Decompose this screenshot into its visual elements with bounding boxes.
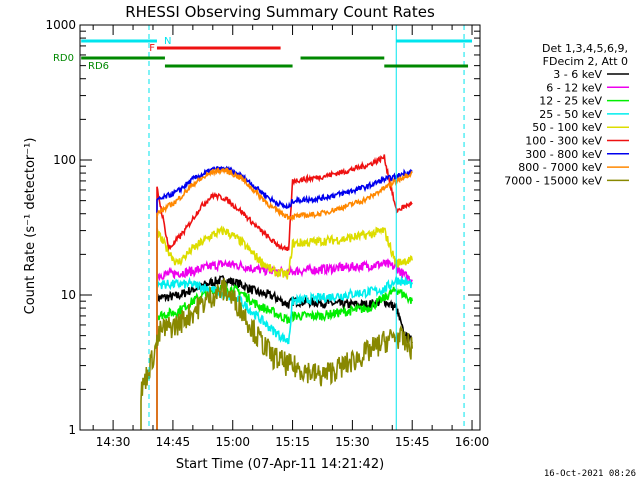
legend-entry-label: 3 - 6 keV (553, 68, 602, 81)
y-tick-label: 1 (68, 423, 76, 437)
series-line (156, 167, 413, 430)
flag-label: RD0 (53, 53, 74, 64)
x-tick-label: 15:15 (275, 435, 310, 449)
legend-entry-label: 7000 - 15000 keV (504, 174, 602, 187)
series-line (156, 154, 413, 430)
legend-entry-label: 50 - 100 keV (532, 121, 602, 134)
series-line (140, 278, 413, 430)
legend-entry-label: 25 - 50 keV (539, 108, 602, 121)
y-tick-label: 1000 (45, 18, 76, 32)
x-tick-label: 16:00 (455, 435, 490, 449)
legend-entry-label: 6 - 12 keV (546, 81, 602, 94)
x-axis-label: Start Time (07-Apr-11 14:21:42) (176, 457, 384, 472)
chart-title: RHESSI Observing Summary Count Rates (125, 3, 435, 21)
legend-header: FDecim 2, Att 0 (543, 55, 628, 68)
x-tick-label: 15:30 (335, 435, 370, 449)
y-tick-label: 10 (61, 288, 76, 302)
legend-header: Det 1,3,4,5,6,9, (542, 42, 628, 55)
plot-frame (79, 24, 481, 431)
legend-entry-label: 100 - 300 keV (525, 135, 602, 148)
flag-label: RD6 (88, 61, 109, 72)
axes: 1 10 100 1000 14:30 14:45 15:00 15:15 15:30 15:45… (45, 18, 489, 449)
x-tick-label: 15:00 (215, 435, 250, 449)
y-tick-label: 100 (53, 153, 76, 167)
x-tick-label: 14:45 (156, 435, 191, 449)
series-line (156, 275, 413, 430)
flag-label: N (164, 36, 171, 47)
footer-timestamp: 16-Oct-2021 08:26 (544, 469, 636, 479)
legend-entry-label: 800 - 7000 keV (518, 161, 602, 174)
legend-entry-label: 12 - 25 keV (539, 95, 602, 108)
y-axis-label: Count Rate (s⁻¹ detector⁻¹) (23, 138, 38, 315)
series-line (156, 225, 413, 430)
legend: Det 1,3,4,5,6,9,FDecim 2, Att 03 - 6 keV… (504, 42, 629, 187)
x-tick-label: 15:45 (395, 435, 430, 449)
plot-area: NF RD0 RD6 (53, 25, 473, 430)
legend-entry-label: 300 - 800 keV (525, 148, 602, 161)
x-tick-label: 14:30 (96, 435, 131, 449)
flag-label: F (149, 43, 155, 54)
